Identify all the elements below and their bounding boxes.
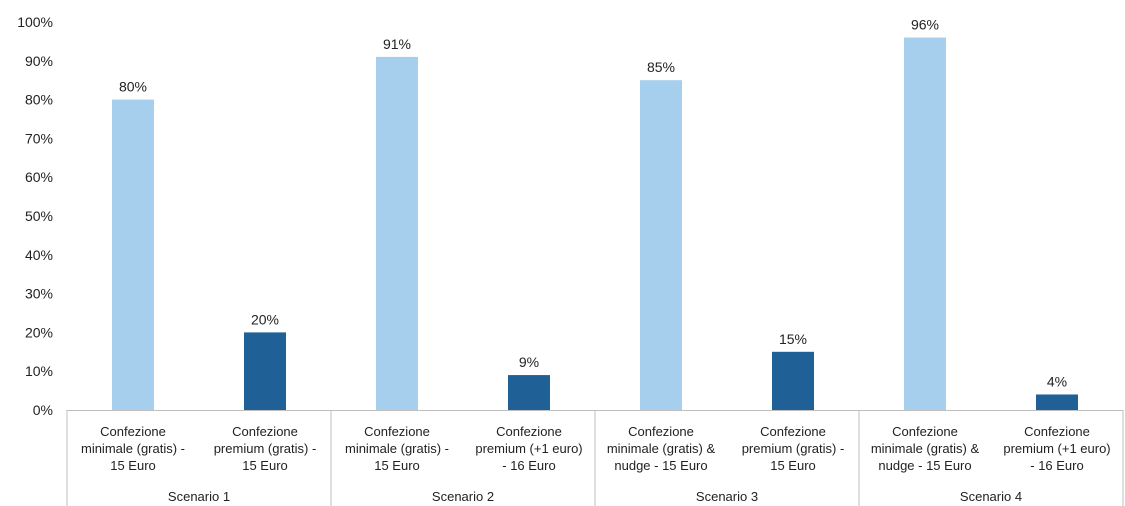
group-label: Scenario 2 <box>432 489 494 504</box>
group-label: Scenario 3 <box>696 489 758 504</box>
group-label: Scenario 4 <box>960 489 1022 504</box>
category-label: minimale (gratis) - <box>81 441 185 456</box>
category-label: premium (+1 euro) <box>1003 441 1110 456</box>
category-label: 15 Euro <box>770 458 816 473</box>
category-label: Confezione <box>232 424 298 439</box>
bar <box>1036 394 1078 410</box>
y-tick-label: 60% <box>25 169 53 185</box>
bar <box>640 80 682 410</box>
bar <box>904 37 946 411</box>
y-tick-label: 30% <box>25 286 53 302</box>
y-tick-label: 80% <box>25 92 53 108</box>
data-label: 15% <box>779 331 807 347</box>
bar <box>376 56 418 411</box>
data-label: 91% <box>383 36 411 52</box>
category-label: premium (+1 euro) <box>475 441 582 456</box>
data-label: 80% <box>119 79 147 95</box>
category-label: Confezione <box>100 424 166 439</box>
category-label: Confezione <box>496 424 562 439</box>
category-label: Confezione <box>628 424 694 439</box>
category-label: nudge - 15 Euro <box>878 458 971 473</box>
bar <box>508 375 550 410</box>
bar <box>244 332 286 410</box>
category-label: minimale (gratis) - <box>345 441 449 456</box>
category-label: 15 Euro <box>242 458 288 473</box>
group-label: Scenario 1 <box>168 489 230 504</box>
category-label: Confezione <box>760 424 826 439</box>
data-label: 96% <box>911 17 939 33</box>
category-label: nudge - 15 Euro <box>614 458 707 473</box>
category-label: Confezione <box>364 424 430 439</box>
category-label: premium (gratis) - <box>742 441 845 456</box>
y-tick-label: 20% <box>25 324 53 340</box>
category-label: 15 Euro <box>374 458 420 473</box>
data-label: 20% <box>251 311 279 327</box>
category-label: - 16 Euro <box>502 458 555 473</box>
data-label: 4% <box>1047 373 1067 389</box>
category-label: Confezione <box>1024 424 1090 439</box>
data-label: 9% <box>519 354 539 370</box>
y-tick-label: 90% <box>25 53 53 69</box>
bar <box>112 99 154 410</box>
bar <box>772 351 814 410</box>
category-label: minimale (gratis) & <box>871 441 980 456</box>
y-tick-label: 50% <box>25 208 53 224</box>
y-tick-label: 100% <box>17 14 53 30</box>
category-label: premium (gratis) - <box>214 441 317 456</box>
y-tick-label: 40% <box>25 247 53 263</box>
category-label: 15 Euro <box>110 458 156 473</box>
category-label: minimale (gratis) & <box>607 441 716 456</box>
y-tick-label: 0% <box>33 402 53 418</box>
data-label: 85% <box>647 59 675 75</box>
y-tick-label: 10% <box>25 363 53 379</box>
y-tick-label: 70% <box>25 130 53 146</box>
category-label: Confezione <box>892 424 958 439</box>
category-label: - 16 Euro <box>1030 458 1083 473</box>
